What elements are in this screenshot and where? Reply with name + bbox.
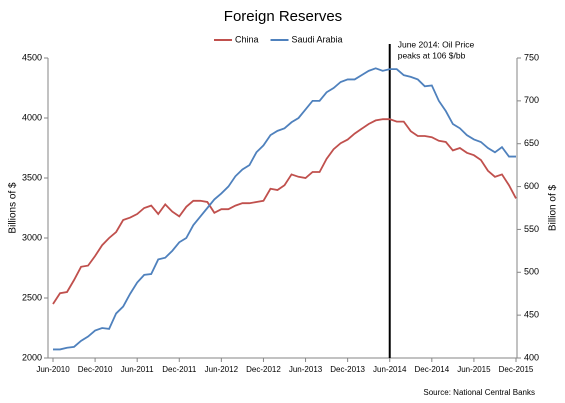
x-tick-label: Jun-2014 [373, 365, 407, 374]
y2-tick-label: 700 [524, 95, 539, 105]
series-line [53, 67, 516, 351]
y-tick-label: 2000 [22, 352, 42, 362]
y2-axis-label: Billion of $ [548, 184, 559, 231]
x-tick-label: Dec-2013 [330, 365, 365, 374]
series-line [52, 118, 517, 305]
x-tick-label: Dec-2010 [78, 365, 113, 374]
x-tick-label: Jun-2010 [36, 365, 70, 374]
y-axis-label: Billions of $ [8, 182, 19, 234]
y2-tick-label: 750 [524, 52, 539, 62]
legend-label: Saudi Arabia [292, 34, 343, 44]
y2-tick-label: 450 [524, 310, 539, 320]
y2-tick-label: 600 [524, 181, 539, 191]
y-tick-label: 2500 [22, 292, 42, 302]
x-tick-label: Dec-2011 [162, 365, 197, 374]
y-tick-label: 4000 [22, 112, 42, 122]
y2-tick-label: 500 [524, 267, 539, 277]
x-tick-label: Dec-2015 [499, 365, 534, 374]
y2-tick-label: 650 [524, 138, 539, 148]
y-tick-label: 3500 [22, 172, 42, 182]
x-tick-label: Jun-2011 [121, 365, 154, 374]
source: Source: National Central Banks [423, 388, 535, 397]
x-tick-label: Jun-2015 [457, 365, 491, 374]
y2-tick-label: 400 [524, 352, 539, 362]
annotation-text: June 2014: Oil Price [398, 39, 475, 49]
y-tick-label: 4500 [22, 52, 42, 62]
legend-label: China [235, 34, 259, 44]
y-tick-label: 3000 [22, 232, 42, 242]
y2-tick-label: 550 [524, 224, 539, 234]
x-tick-label: Dec-2012 [246, 365, 281, 374]
annotation-text: peaks at 106 $/bb [398, 50, 466, 60]
x-tick-label: Jun-2013 [289, 365, 323, 374]
x-tick-label: Jun-2012 [205, 365, 239, 374]
x-tick-label: Dec-2014 [414, 365, 449, 374]
chart-title: Foreign Reserves [224, 8, 342, 25]
